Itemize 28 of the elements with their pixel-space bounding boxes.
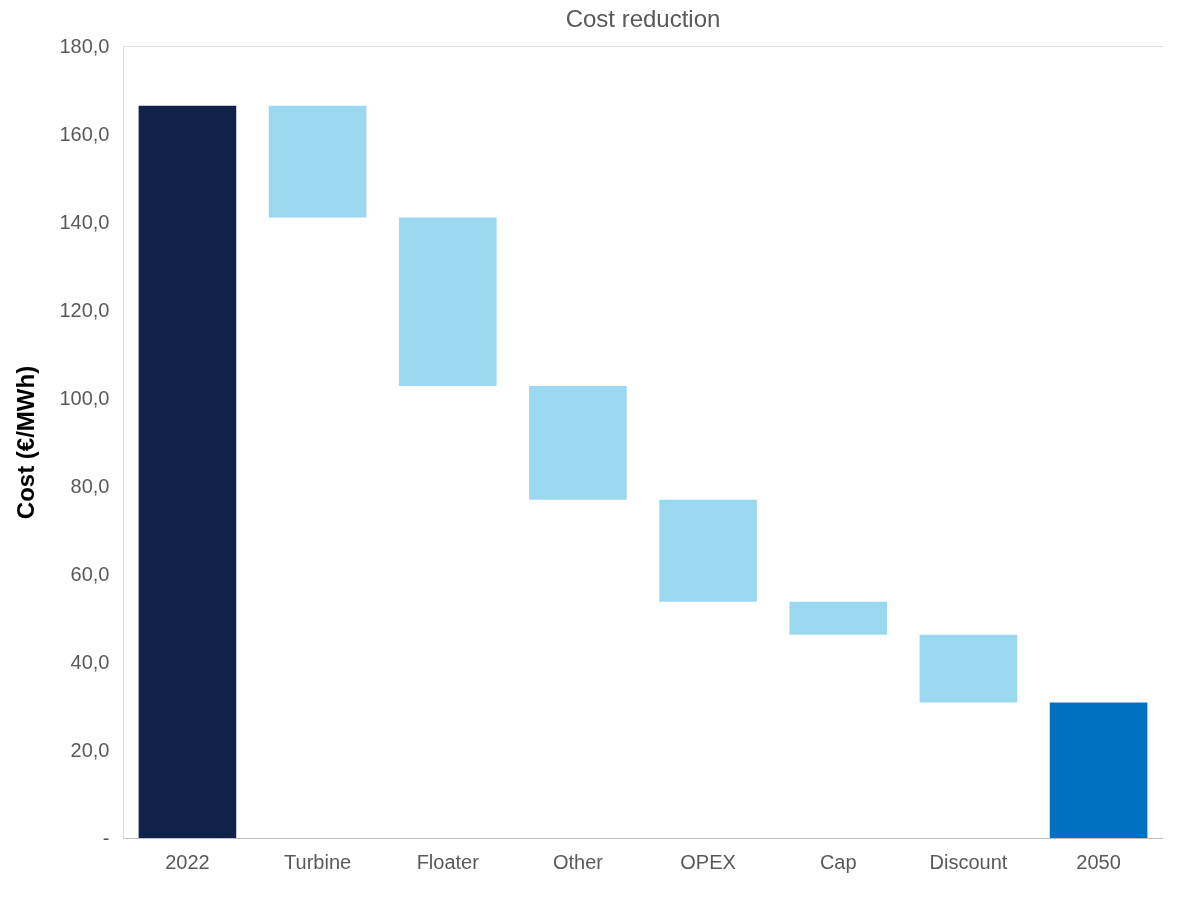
- x-tick-label: 2050: [1076, 850, 1121, 873]
- x-tick-label: Cap: [819, 850, 857, 873]
- bar: [1049, 702, 1148, 838]
- x-tick-label: Discount: [929, 850, 1008, 873]
- y-axis-title: Cost (€/MWh): [12, 365, 40, 520]
- x-tick-label: Other: [552, 850, 604, 873]
- y-tick-label: 140,0: [59, 210, 110, 233]
- y-tick-label: 180,0: [59, 34, 110, 57]
- chart-title: Cost reduction: [565, 5, 721, 32]
- y-tick-label: 120,0: [59, 298, 110, 321]
- bar: [398, 217, 497, 387]
- bar: [529, 386, 627, 500]
- y-tick-label: 100,0: [59, 386, 110, 409]
- x-tick-label: Floater: [416, 850, 480, 873]
- x-tick-label: Turbine: [284, 850, 352, 873]
- y-tick-label: 40,0: [70, 650, 110, 673]
- bar: [138, 105, 237, 838]
- x-tick-label: OPEX: [680, 850, 736, 873]
- bar: [268, 105, 367, 218]
- bar: [659, 499, 757, 602]
- y-tick-label: 60,0: [70, 562, 110, 585]
- y-tick-label: 80,0: [70, 474, 110, 497]
- x-tick-label: 2022: [165, 850, 210, 873]
- y-tick-label: -: [102, 826, 110, 849]
- y-tick-label: 160,0: [59, 122, 110, 145]
- bar: [919, 634, 1018, 703]
- y-tick-label: 20,0: [70, 738, 110, 761]
- bar: [789, 601, 888, 635]
